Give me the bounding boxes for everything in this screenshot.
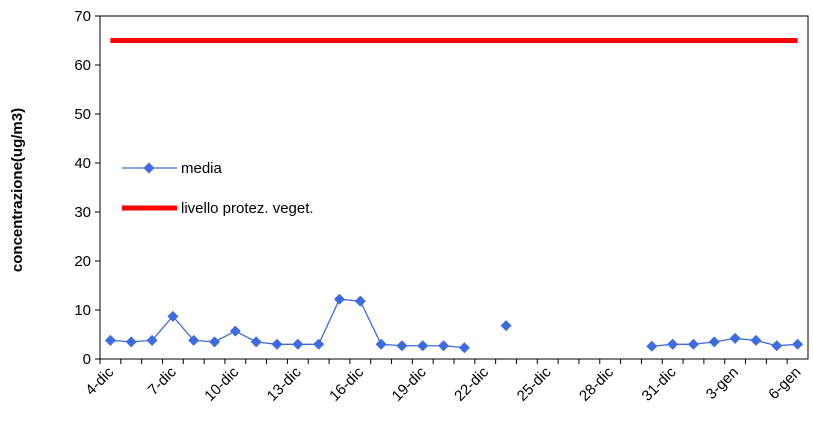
x-tick-label: 6-gen (765, 364, 804, 403)
data-point (458, 342, 470, 354)
data-point (313, 338, 325, 350)
data-point (687, 338, 699, 350)
data-point (209, 336, 221, 348)
data-point (354, 295, 366, 307)
data-point (771, 340, 783, 352)
data-point (292, 338, 304, 350)
y-tick-label: 40 (74, 155, 91, 172)
x-tick-label: 22-dic (451, 363, 492, 404)
x-tick-label: 4-dic (82, 363, 117, 398)
data-point (667, 338, 679, 350)
y-tick-label: 30 (74, 204, 91, 221)
x-tick-label: 28-dic (576, 363, 617, 404)
data-point (333, 293, 345, 305)
data-point (438, 340, 450, 352)
x-tick-label: 19-dic (389, 363, 430, 404)
data-point (500, 320, 512, 332)
x-tick-label: 25-dic (514, 363, 555, 404)
data-point (271, 338, 283, 350)
data-point (729, 332, 741, 344)
y-tick-label: 10 (74, 302, 91, 319)
x-tick-label: 10-dic (201, 363, 242, 404)
data-point (146, 334, 158, 346)
data-point (417, 340, 429, 352)
y-tick-label: 20 (74, 253, 91, 270)
legend-label: livello protez. veget. (181, 200, 314, 217)
y-tick-label: 60 (74, 57, 91, 74)
data-point (229, 325, 241, 337)
x-tick-label: 3-gen (703, 364, 742, 403)
data-point (750, 334, 762, 346)
data-point (375, 338, 387, 350)
data-point (250, 336, 262, 348)
x-tick-label: 31-dic (639, 363, 680, 404)
x-tick-label: 16-dic (326, 363, 367, 404)
y-tick-label: 70 (74, 8, 91, 25)
data-point (188, 334, 200, 346)
legend-label: media (181, 160, 223, 177)
data-point (167, 310, 179, 322)
data-point (708, 336, 720, 348)
y-tick-label: 50 (74, 106, 91, 123)
legend-marker (143, 162, 155, 174)
y-tick-label: 0 (83, 351, 91, 368)
x-tick-label: 13-dic (264, 363, 305, 404)
data-point (104, 334, 116, 346)
x-tick-label: 7-dic (145, 363, 180, 398)
plot-frame (99, 15, 809, 360)
data-point (646, 340, 658, 352)
data-point (125, 336, 137, 348)
data-point (396, 340, 408, 352)
y-axis-label: concentrazione(ug/m3) (9, 108, 26, 272)
data-point (792, 338, 804, 350)
